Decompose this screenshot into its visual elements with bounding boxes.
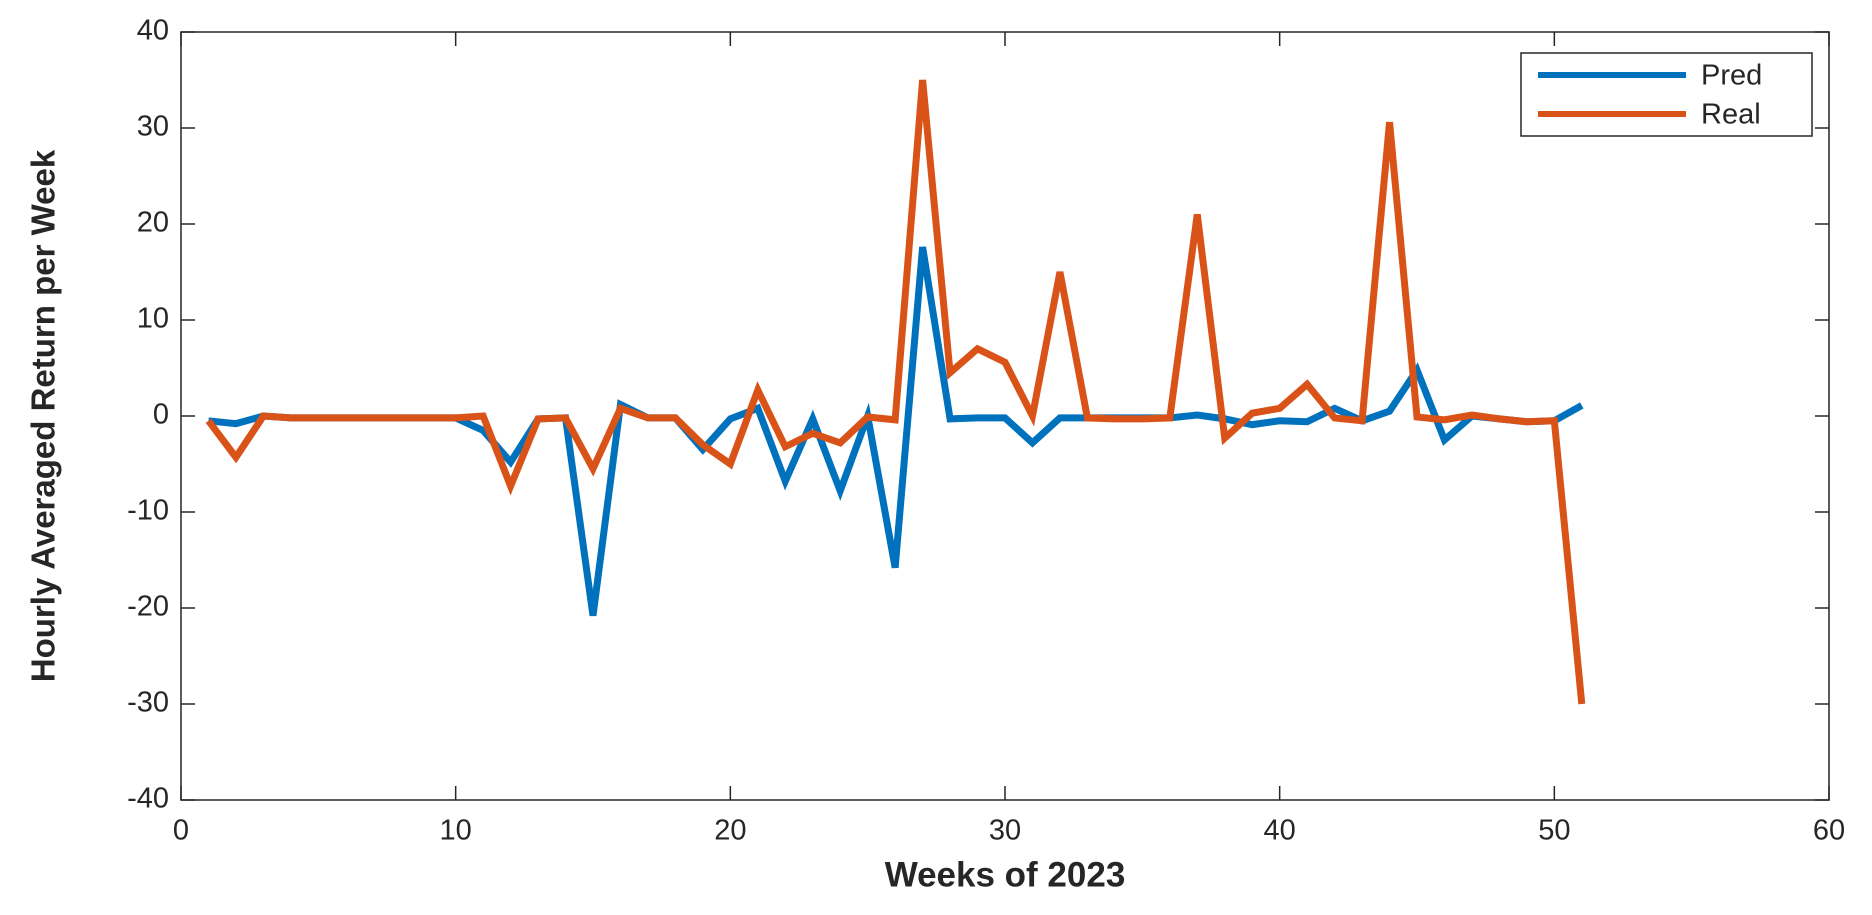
x-tick-label: 40 bbox=[1264, 815, 1296, 847]
y-tick-label: -30 bbox=[127, 687, 169, 719]
legend-box bbox=[1520, 52, 1813, 137]
x-tick-label: 20 bbox=[714, 815, 746, 847]
y-tick-label: 10 bbox=[137, 303, 169, 335]
y-tick-label: -10 bbox=[127, 495, 169, 527]
x-tick-label: 0 bbox=[173, 815, 189, 847]
legend-label: Real bbox=[1701, 99, 1761, 131]
x-tick-label: 10 bbox=[440, 815, 472, 847]
y-tick-label: 0 bbox=[153, 399, 169, 431]
x-tick-label: 30 bbox=[989, 815, 1021, 847]
y-tick-label: 40 bbox=[137, 15, 169, 47]
x-axis-label: Weeks of 2023 bbox=[885, 855, 1126, 894]
data-line bbox=[205, 79, 1586, 705]
y-axis-label: Hourly Averaged Return per Week bbox=[25, 149, 62, 682]
y-tick-label: 30 bbox=[137, 111, 169, 143]
x-tick-label: 50 bbox=[1538, 815, 1570, 847]
x-tick-label: 60 bbox=[1813, 815, 1845, 847]
legend-label: Pred bbox=[1701, 60, 1762, 92]
y-tick-label: 20 bbox=[137, 207, 169, 239]
y-tick-label: -20 bbox=[127, 591, 169, 623]
y-tick-label: -40 bbox=[127, 783, 169, 815]
